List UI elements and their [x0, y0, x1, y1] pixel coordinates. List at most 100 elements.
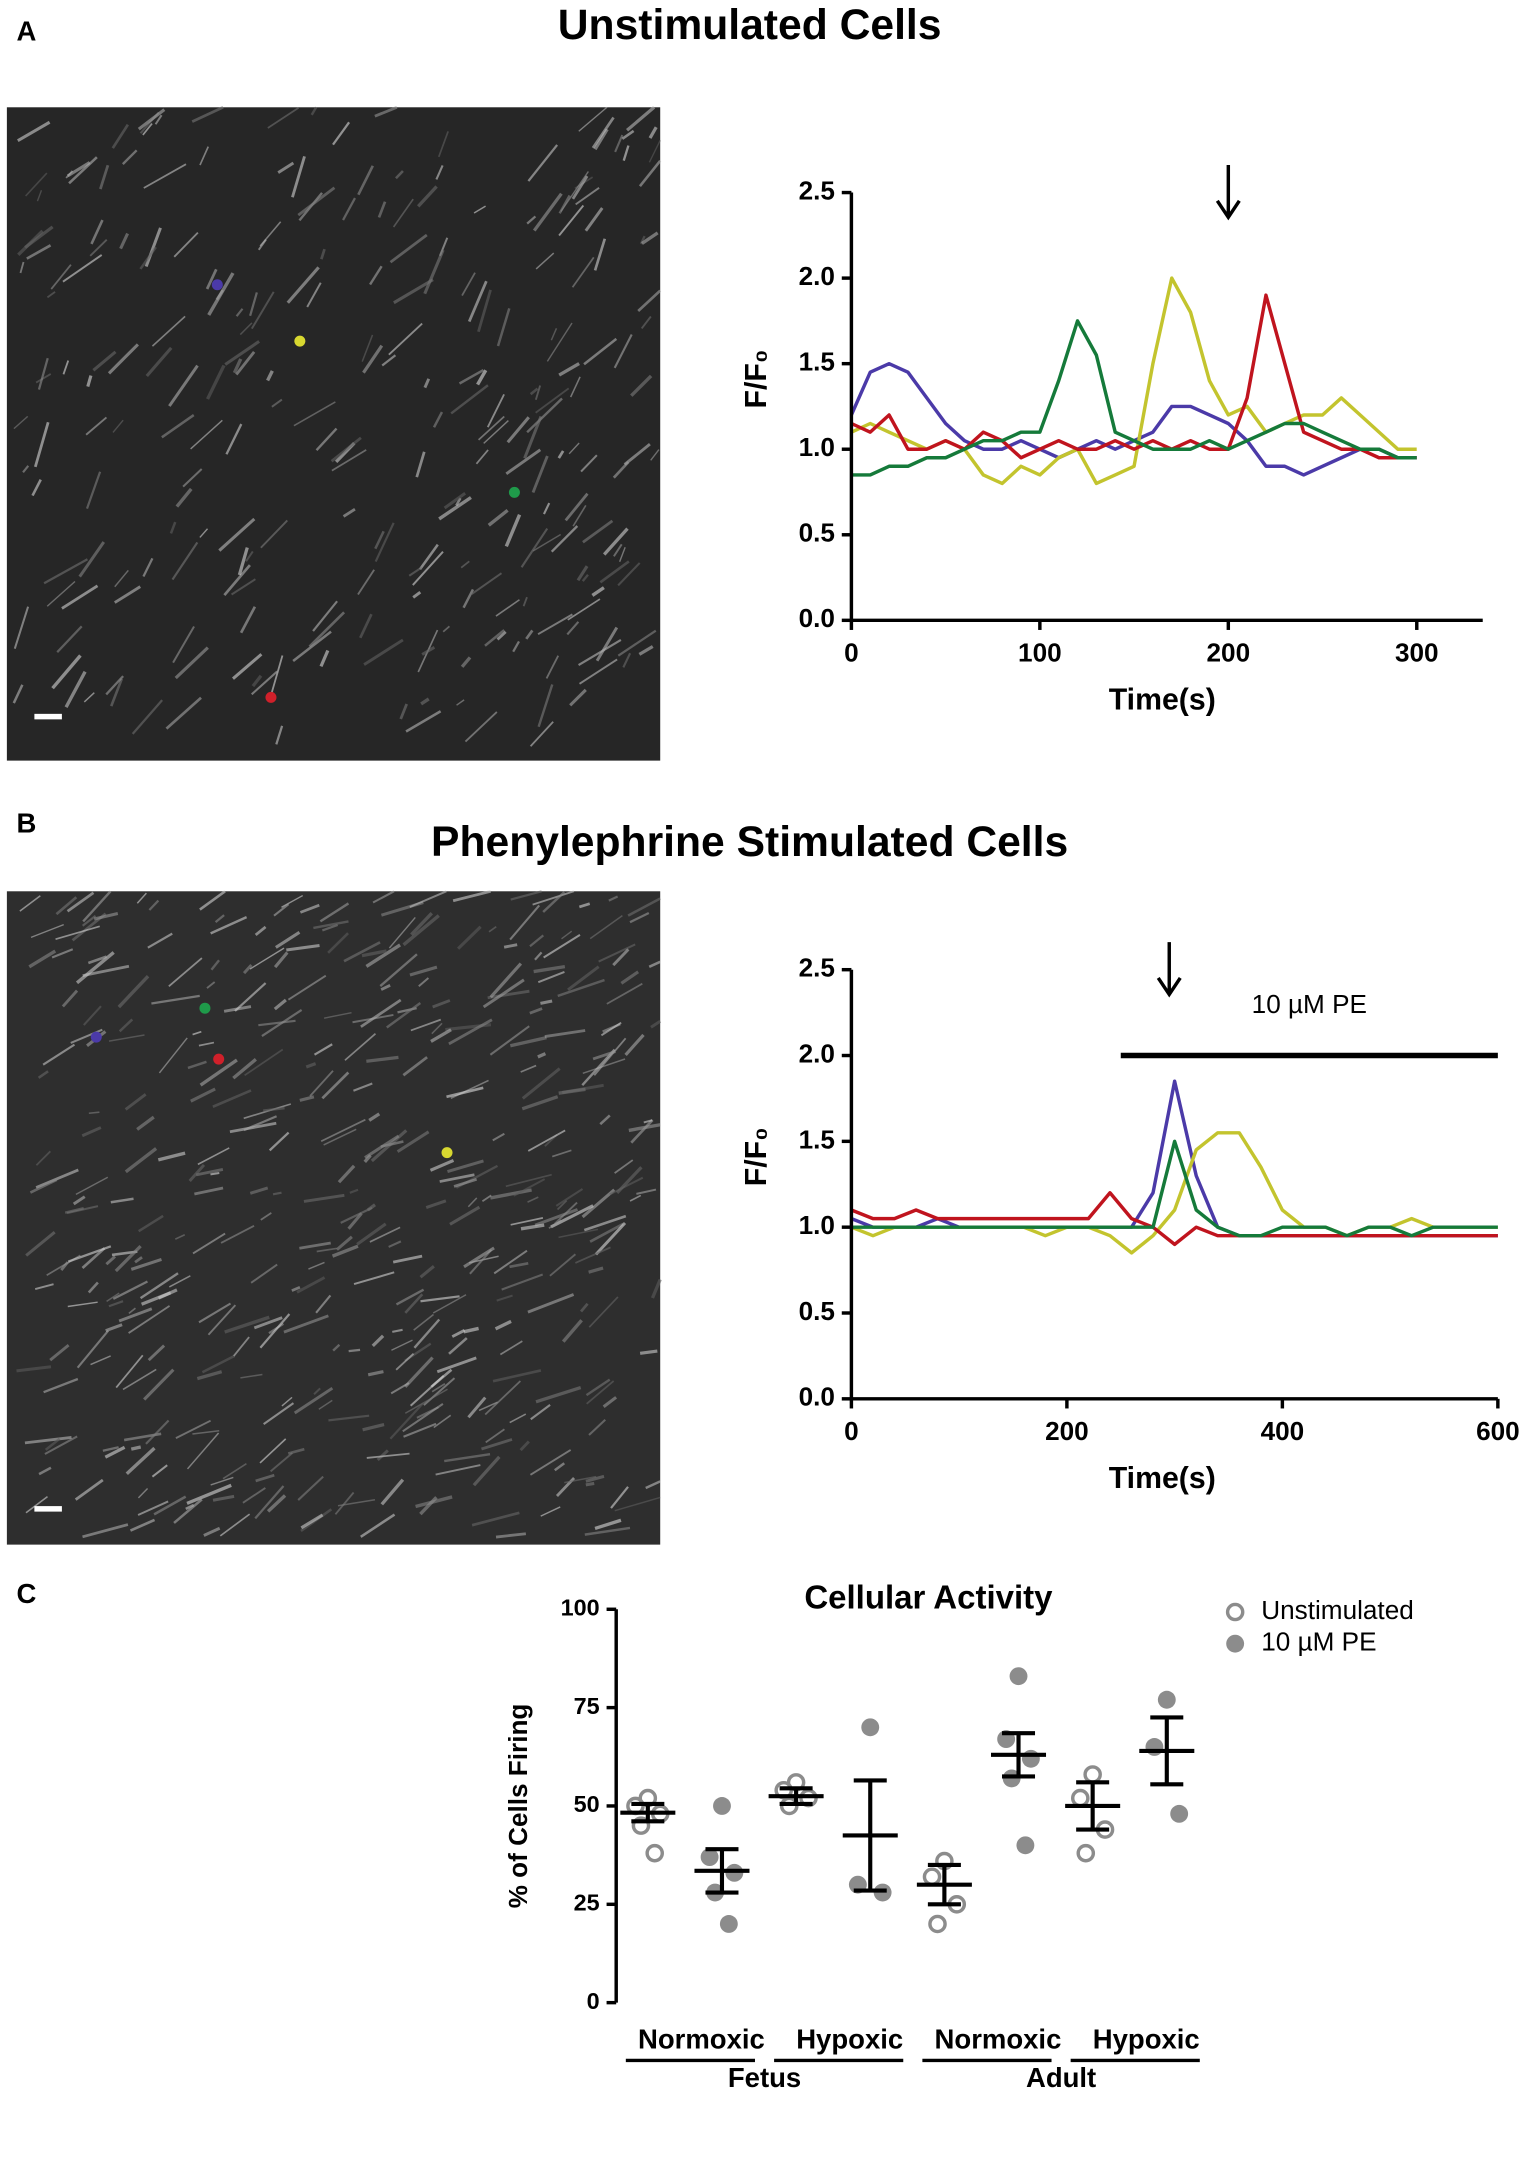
texture-streak: [540, 1506, 561, 1517]
data-point: [631, 1816, 651, 1835]
y-tick-label: 0.0: [799, 1382, 835, 1412]
texture-streak: [89, 238, 108, 257]
texture-streak: [122, 1368, 157, 1391]
texture-streak: [258, 1019, 296, 1027]
texture-streak: [261, 1008, 303, 1038]
texture-streak: [93, 912, 119, 921]
texture-streak: [579, 1302, 589, 1313]
texture-streak: [342, 507, 356, 518]
texture-streak: [205, 268, 218, 290]
texture-streak: [404, 1293, 424, 1314]
texture-streak: [171, 541, 199, 581]
texture-streak: [90, 219, 104, 245]
texture-streak: [535, 1386, 582, 1404]
data-point: [1021, 1749, 1040, 1768]
texture-streak: [624, 1033, 645, 1056]
texture-streak: [222, 1463, 247, 1480]
texture-streak: [367, 1370, 384, 1377]
texture-streak: [320, 1118, 366, 1143]
y-tick-label: 0: [587, 1988, 600, 2014]
texture-streak: [648, 126, 658, 139]
texture-streak: [523, 415, 543, 459]
texture-streak: [332, 121, 351, 146]
texture-streak: [467, 1197, 478, 1208]
texture-streak: [388, 1240, 402, 1248]
texture-streak: [33, 421, 50, 468]
texture-streak: [303, 1193, 345, 1203]
texture-streak: [392, 1328, 403, 1333]
texture-streak: [117, 975, 150, 1009]
texture-streak: [550, 327, 558, 341]
texture-streak: [608, 895, 619, 902]
cell-marker: [211, 279, 223, 291]
texture-streak: [190, 1087, 216, 1103]
texture-streak: [558, 1087, 586, 1095]
texture-streak: [499, 1340, 523, 1356]
texture-streak: [287, 1447, 305, 1455]
texture-streak: [472, 1455, 501, 1487]
texture-streak: [263, 1402, 295, 1425]
texture-streak: [24, 225, 54, 249]
texture-streak: [239, 606, 257, 634]
texture-streak: [266, 370, 274, 382]
texture-streak: [318, 1399, 333, 1410]
texture-streak: [412, 591, 422, 599]
texture-streak: [92, 350, 117, 372]
texture-streak: [496, 630, 507, 641]
texture-streak: [602, 1396, 618, 1408]
x-tick-label: 600: [1476, 1416, 1520, 1446]
texture-streak: [537, 970, 565, 984]
texture-streak: [50, 264, 72, 290]
texture-streak: [494, 1319, 512, 1331]
texture-streak: [124, 1093, 147, 1111]
texture-streak: [34, 1283, 54, 1290]
texture-streak: [509, 1413, 527, 1424]
texture-streak: [366, 1203, 376, 1212]
error-bar: [853, 1778, 887, 1893]
cell-marker: [441, 1147, 453, 1159]
texture-streak: [433, 1414, 452, 1429]
texture-streak: [31, 479, 42, 497]
texture-streak: [467, 1396, 487, 1419]
texture-streak: [641, 231, 659, 245]
texture-streak: [299, 903, 320, 914]
texture-streak: [392, 1254, 423, 1264]
texture-streak: [509, 904, 541, 941]
x-tick-label: 200: [1207, 638, 1251, 668]
x-tick-label: 100: [1018, 638, 1062, 668]
texture-streak: [622, 652, 632, 668]
texture-streak: [606, 982, 643, 1005]
texture-streak: [558, 362, 580, 377]
texture-streak: [650, 1019, 662, 1029]
texture-streak: [144, 227, 162, 268]
texture-streak: [140, 1291, 172, 1306]
y-tick-label: 75: [574, 1693, 600, 1719]
texture-streak: [421, 646, 436, 656]
texture-streak: [357, 165, 374, 196]
texture-streak: [82, 890, 112, 923]
texture-streak: [648, 960, 661, 968]
texture-streak: [37, 357, 49, 390]
texture-streak: [534, 951, 543, 961]
texture-streak: [403, 1422, 437, 1438]
texture-streak: [153, 1495, 187, 1516]
texture-streak: [581, 1048, 616, 1087]
texture-streak: [199, 146, 210, 166]
texture-streak: [198, 1041, 215, 1047]
texture-streak: [395, 1288, 425, 1306]
texture-streak: [455, 497, 462, 507]
texture-streak: [545, 655, 560, 679]
texture-streak: [67, 1301, 98, 1308]
texture-streak: [576, 565, 589, 582]
texture-streak: [361, 334, 374, 362]
texture-streak: [113, 585, 142, 604]
texture-streak: [43, 1377, 79, 1394]
texture-streak: [172, 625, 195, 664]
texture-streak: [68, 156, 98, 185]
texture-streak: [22, 465, 30, 473]
texture-streak: [513, 1178, 546, 1197]
trace: [850, 276, 1417, 486]
trace: [850, 293, 1417, 460]
texture-streak: [55, 925, 100, 940]
texture-streak: [121, 149, 138, 165]
